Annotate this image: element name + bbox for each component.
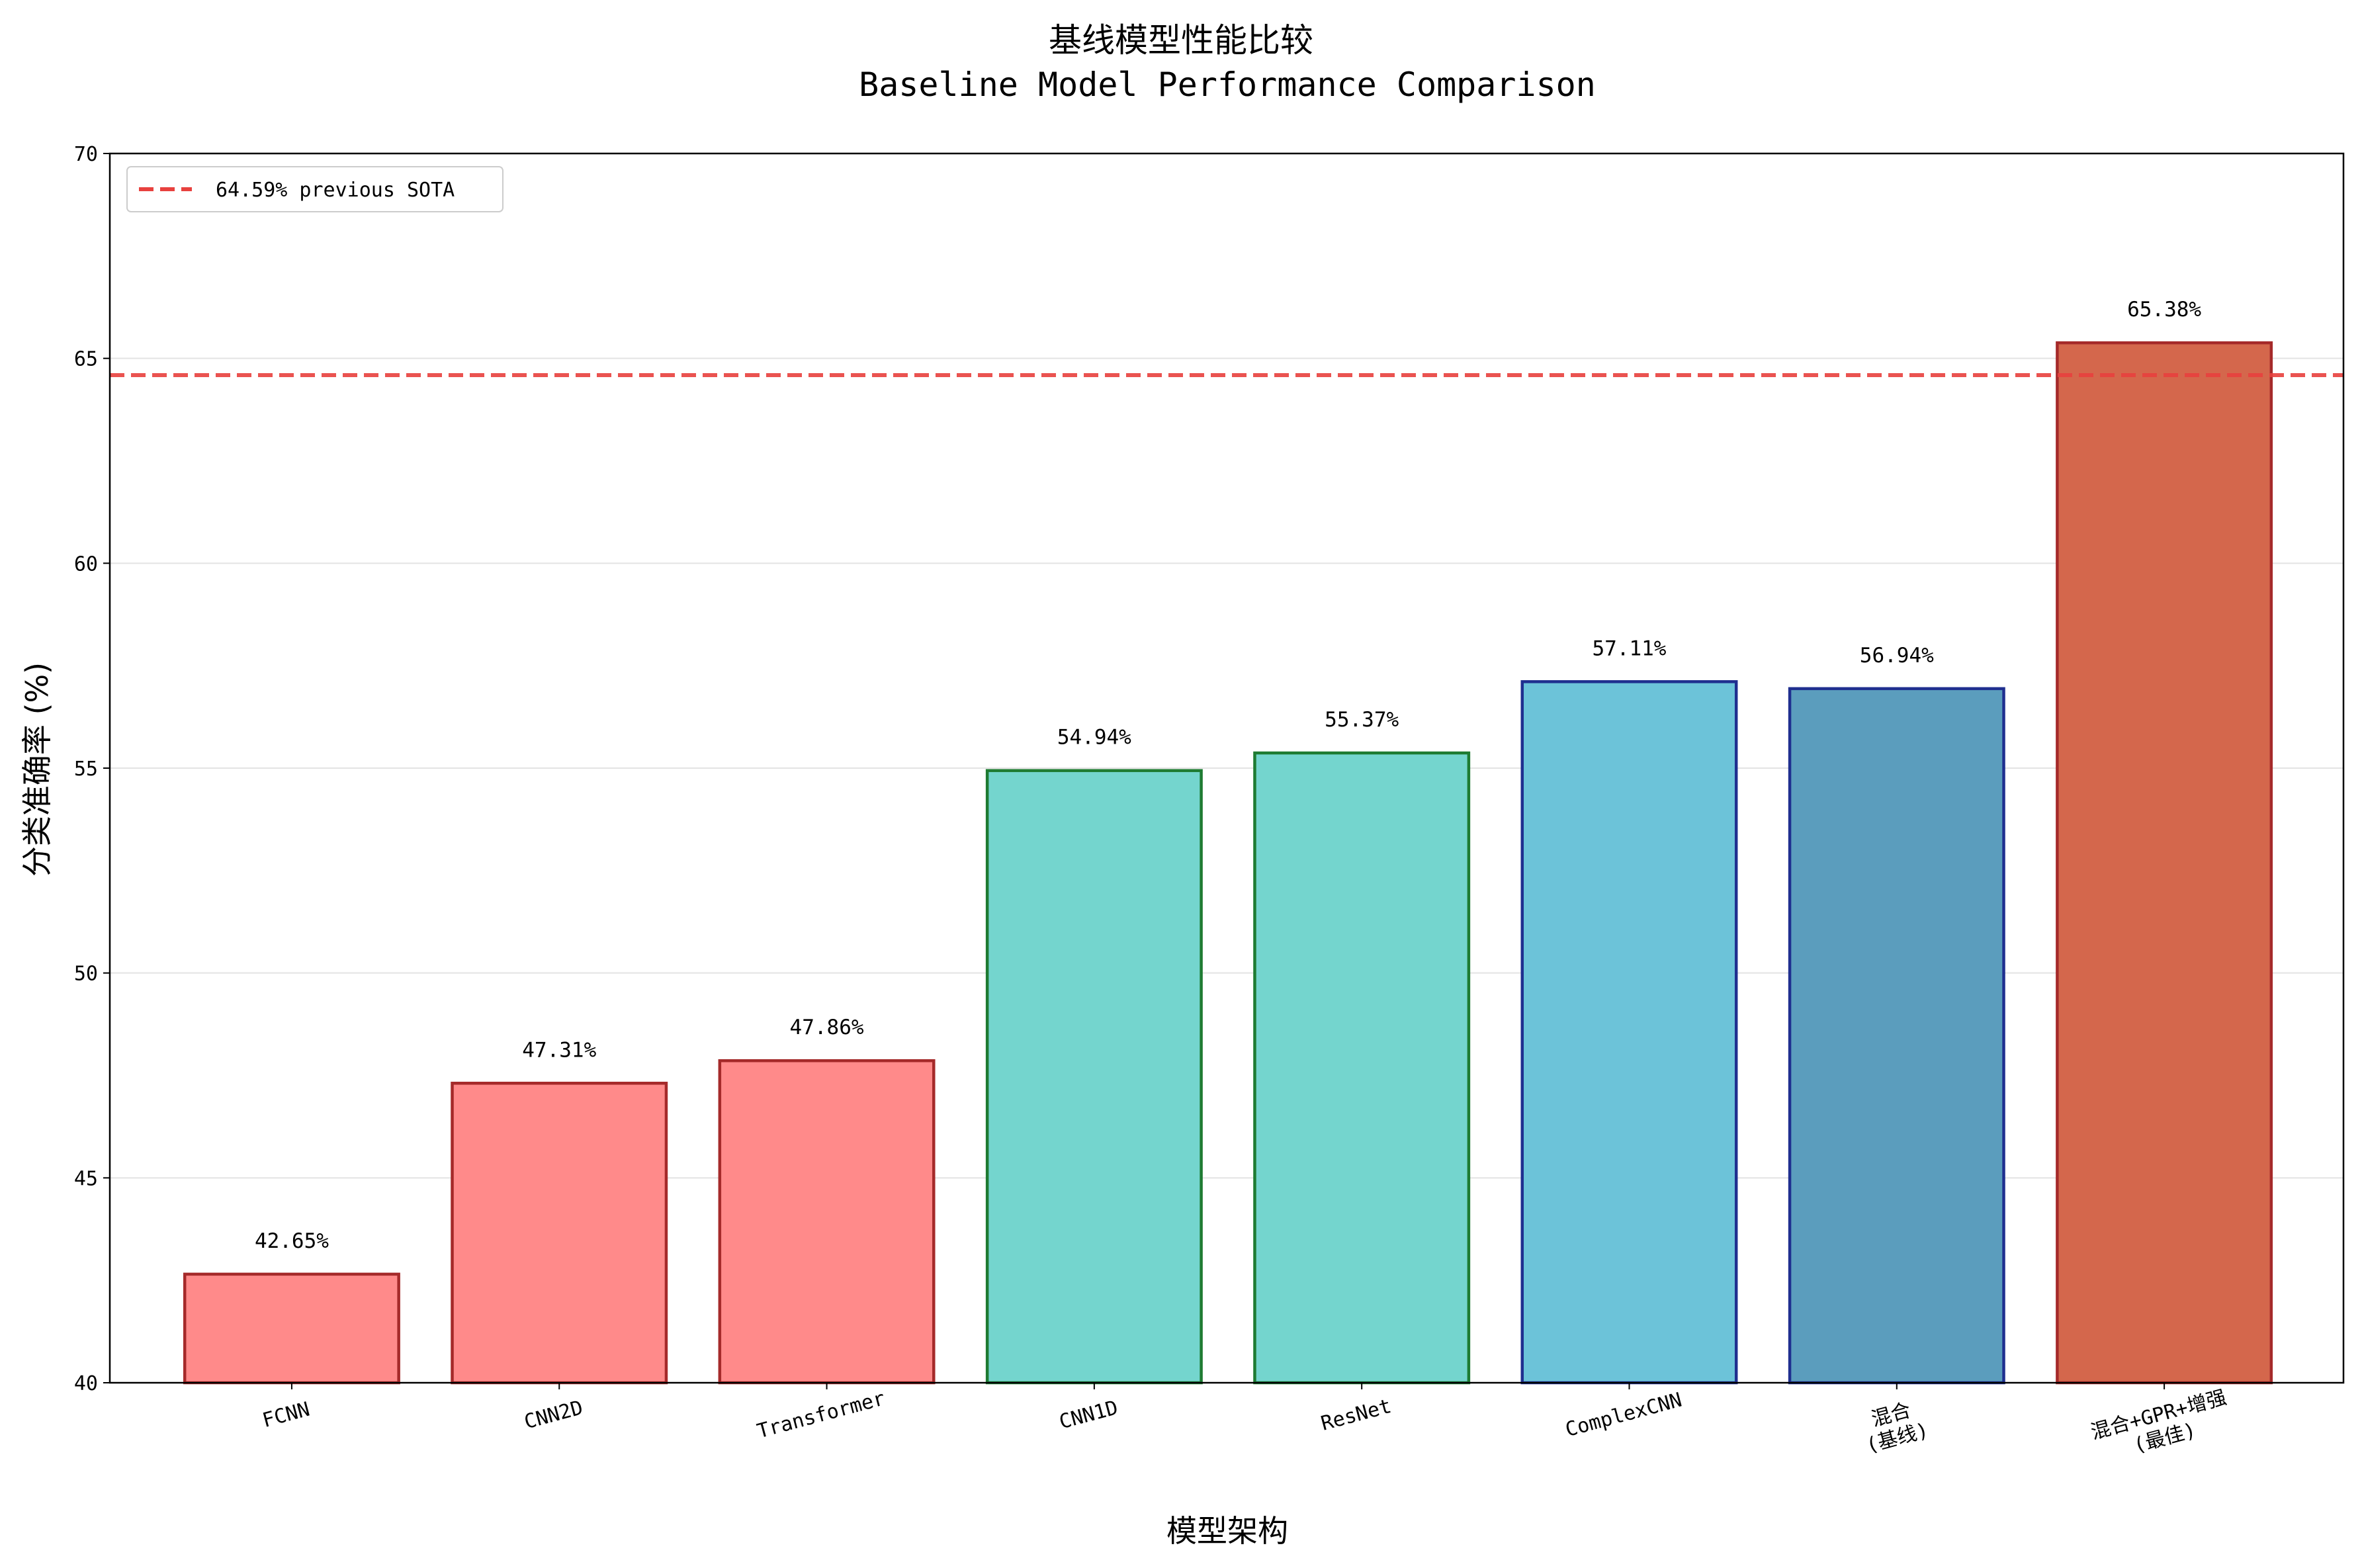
x-tick-label: ComplexCNN: [1563, 1389, 1684, 1442]
bar: [718, 1059, 936, 1385]
y-tick-label: 40: [74, 1372, 98, 1395]
x-tick-label-text: 混合(基线): [1857, 1395, 1931, 1457]
x-tick-label-line: ResNet: [1319, 1395, 1394, 1436]
x-tick-label-line: FCNN: [260, 1398, 312, 1433]
x-tick-label: FCNN: [260, 1398, 312, 1433]
bar: [1253, 751, 1471, 1385]
value-label: 56.94%: [1860, 644, 1934, 668]
y-tick-label: 50: [74, 963, 98, 986]
x-axis-ticks: FCNN CNN2D Transformer CNN1D ResNet ComplexCN…: [260, 1383, 2236, 1467]
bar: [2056, 341, 2273, 1385]
value-label: 55.37%: [1325, 708, 1399, 732]
x-tick-label-line: CNN2D: [522, 1396, 586, 1434]
x-tick-label-text: CNN1D: [1057, 1396, 1120, 1434]
x-tick-label: CNN1D: [1057, 1396, 1120, 1434]
x-tick-label-line: CNN1D: [1057, 1396, 1120, 1434]
x-tick-label-line: ComplexCNN: [1563, 1389, 1684, 1442]
x-tick-label-text: ResNet: [1319, 1395, 1394, 1436]
x-tick-label-line: Transformer: [755, 1387, 888, 1443]
bar: [985, 769, 1203, 1385]
bar: [1788, 687, 2005, 1385]
x-tick-label-text: ComplexCNN: [1563, 1389, 1684, 1442]
value-label: 47.31%: [522, 1038, 596, 1062]
value-label: 57.11%: [1592, 636, 1666, 660]
y-tick-label: 70: [74, 143, 98, 166]
bar: [1520, 680, 1738, 1385]
chart-subtitle: Baseline Model Performance Comparison: [859, 65, 1596, 104]
chart-title: 基线模型性能比较: [1049, 21, 1313, 60]
x-tick-label: ResNet: [1319, 1395, 1394, 1436]
legend: 64.59% previous SOTA: [126, 166, 503, 212]
legend-box: [126, 166, 503, 212]
x-tick-label: CNN2D: [522, 1396, 586, 1434]
value-label: 65.38%: [2127, 298, 2201, 322]
y-tick-label: 55: [74, 758, 98, 781]
x-axis-label: 模型架构: [1166, 1513, 1288, 1549]
y-tick-label: 65: [74, 348, 98, 371]
value-label: 42.65%: [255, 1229, 329, 1253]
x-tick-label: 混合+GPR+增强(最佳): [2089, 1386, 2236, 1467]
y-axis-ticks: 40 45 50 55 60 65 70: [74, 143, 110, 1395]
x-tick-label-text: 混合+GPR+增强(最佳): [2089, 1386, 2236, 1467]
x-tick-label: 混合(基线): [1857, 1395, 1931, 1458]
value-label: 54.94%: [1057, 726, 1131, 750]
y-axis-label: 分类准确率 (%): [19, 662, 55, 877]
gridlines: [110, 153, 2343, 1383]
x-tick-label-text: CNN2D: [522, 1396, 586, 1434]
bar: [451, 1082, 668, 1385]
y-tick-label: 45: [74, 1167, 98, 1190]
x-tick-label-text: Transformer: [755, 1387, 888, 1443]
x-tick-label-text: FCNN: [260, 1398, 312, 1433]
bars: [183, 341, 2273, 1385]
bar: [183, 1272, 400, 1385]
value-label: 47.86%: [790, 1016, 864, 1039]
legend-label: 64.59% previous SOTA: [216, 179, 455, 202]
y-tick-label: 60: [74, 552, 98, 576]
x-tick-label: Transformer: [755, 1387, 888, 1443]
value-labels: 42.65% 47.31% 47.86% 54.94% 55.37% 57.11% 56.9…: [255, 298, 2201, 1253]
